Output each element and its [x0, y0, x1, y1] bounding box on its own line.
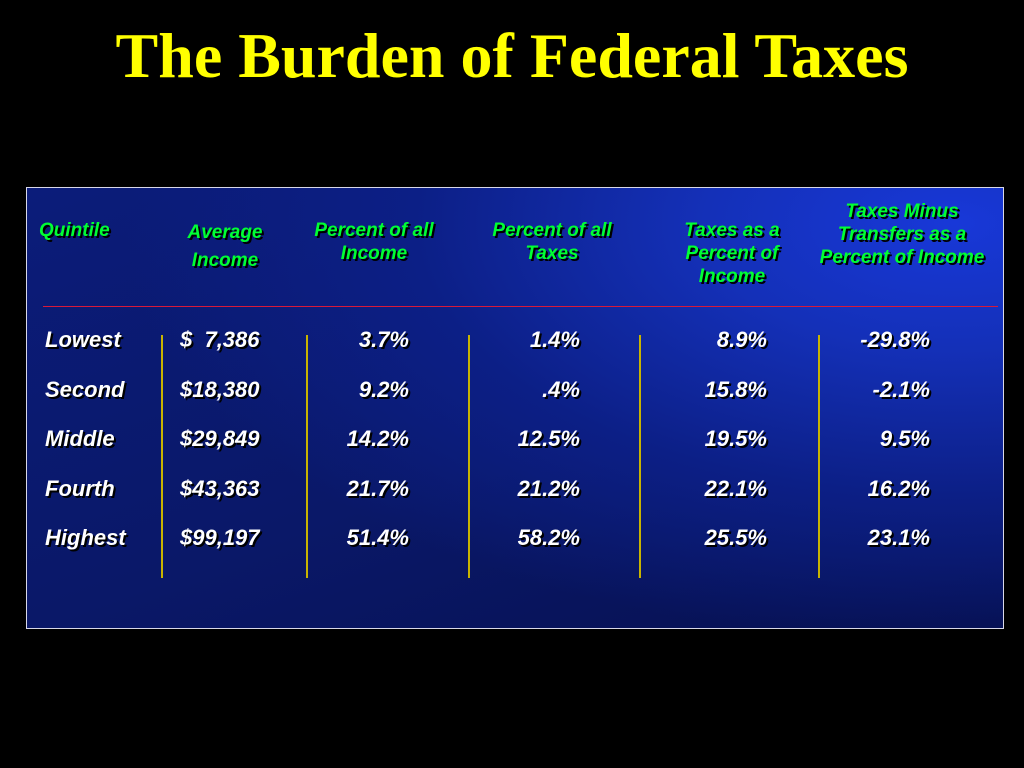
header-taxes-minus-transfers: Taxes Minus Transfers as a Percent of In… [819, 201, 985, 268]
column-divider [639, 335, 641, 578]
average-income-cell: $43,363 [180, 476, 260, 501]
quintile-cell: Lowest [45, 327, 121, 352]
percent-income-cell: 21.7% [346, 476, 409, 501]
header-quintile: Quintile [39, 220, 110, 241]
slide-title: The Burden of Federal Taxes [115, 20, 909, 91]
quintile-cell: Fourth [45, 476, 115, 501]
header-percent-of-all-income: Percent of all Income [314, 220, 434, 264]
column-divider [818, 335, 820, 578]
percent-income-cell: 14.2% [346, 426, 409, 451]
header-average-income: Average Income [187, 222, 263, 271]
column-divider [306, 335, 308, 578]
column-divider [468, 335, 470, 578]
percent-taxes-cell: 1.4% [529, 327, 580, 352]
header-taxes-percent-of-income: Taxes as a Percent of Income [684, 220, 780, 287]
taxes-percent-cell: 22.1% [704, 476, 767, 501]
taxes-percent-cell: 19.5% [704, 426, 767, 451]
taxes-minus-transfers-cell: 23.1% [867, 525, 930, 550]
taxes-percent-cell: 15.8% [704, 377, 767, 402]
percent-income-cell: 51.4% [346, 525, 409, 550]
quintile-cell: Highest [45, 525, 126, 550]
percent-taxes-cell: .4% [542, 377, 580, 402]
average-income-cell: $29,849 [180, 426, 260, 451]
average-income-cell: $99,197 [180, 525, 260, 550]
average-income-cell: $ 7,386 [180, 327, 260, 352]
header-divider-rule [43, 306, 998, 307]
average-income-cell: $18,380 [180, 377, 260, 402]
percent-taxes-cell: 58.2% [517, 525, 580, 550]
taxes-minus-transfers-cell: -29.8% [860, 327, 930, 352]
percent-income-cell: 3.7% [358, 327, 409, 352]
taxes-minus-transfers-cell: 16.2% [867, 476, 930, 501]
percent-income-cell: 9.2% [358, 377, 409, 402]
taxes-percent-cell: 25.5% [704, 525, 767, 550]
percent-taxes-cell: 12.5% [517, 426, 580, 451]
quintile-cell: Second [45, 377, 125, 402]
taxes-minus-transfers-cell: 9.5% [879, 426, 930, 451]
taxes-minus-transfers-cell: -2.1% [872, 377, 930, 402]
taxes-percent-cell: 8.9% [716, 327, 767, 352]
column-divider [161, 335, 163, 578]
percent-taxes-cell: 21.2% [517, 476, 580, 501]
header-percent-of-all-taxes: Percent of all Taxes [492, 220, 612, 264]
quintile-cell: Middle [45, 426, 115, 451]
tax-table-panel: Quintile Average Income Percent of all I… [26, 187, 1004, 629]
